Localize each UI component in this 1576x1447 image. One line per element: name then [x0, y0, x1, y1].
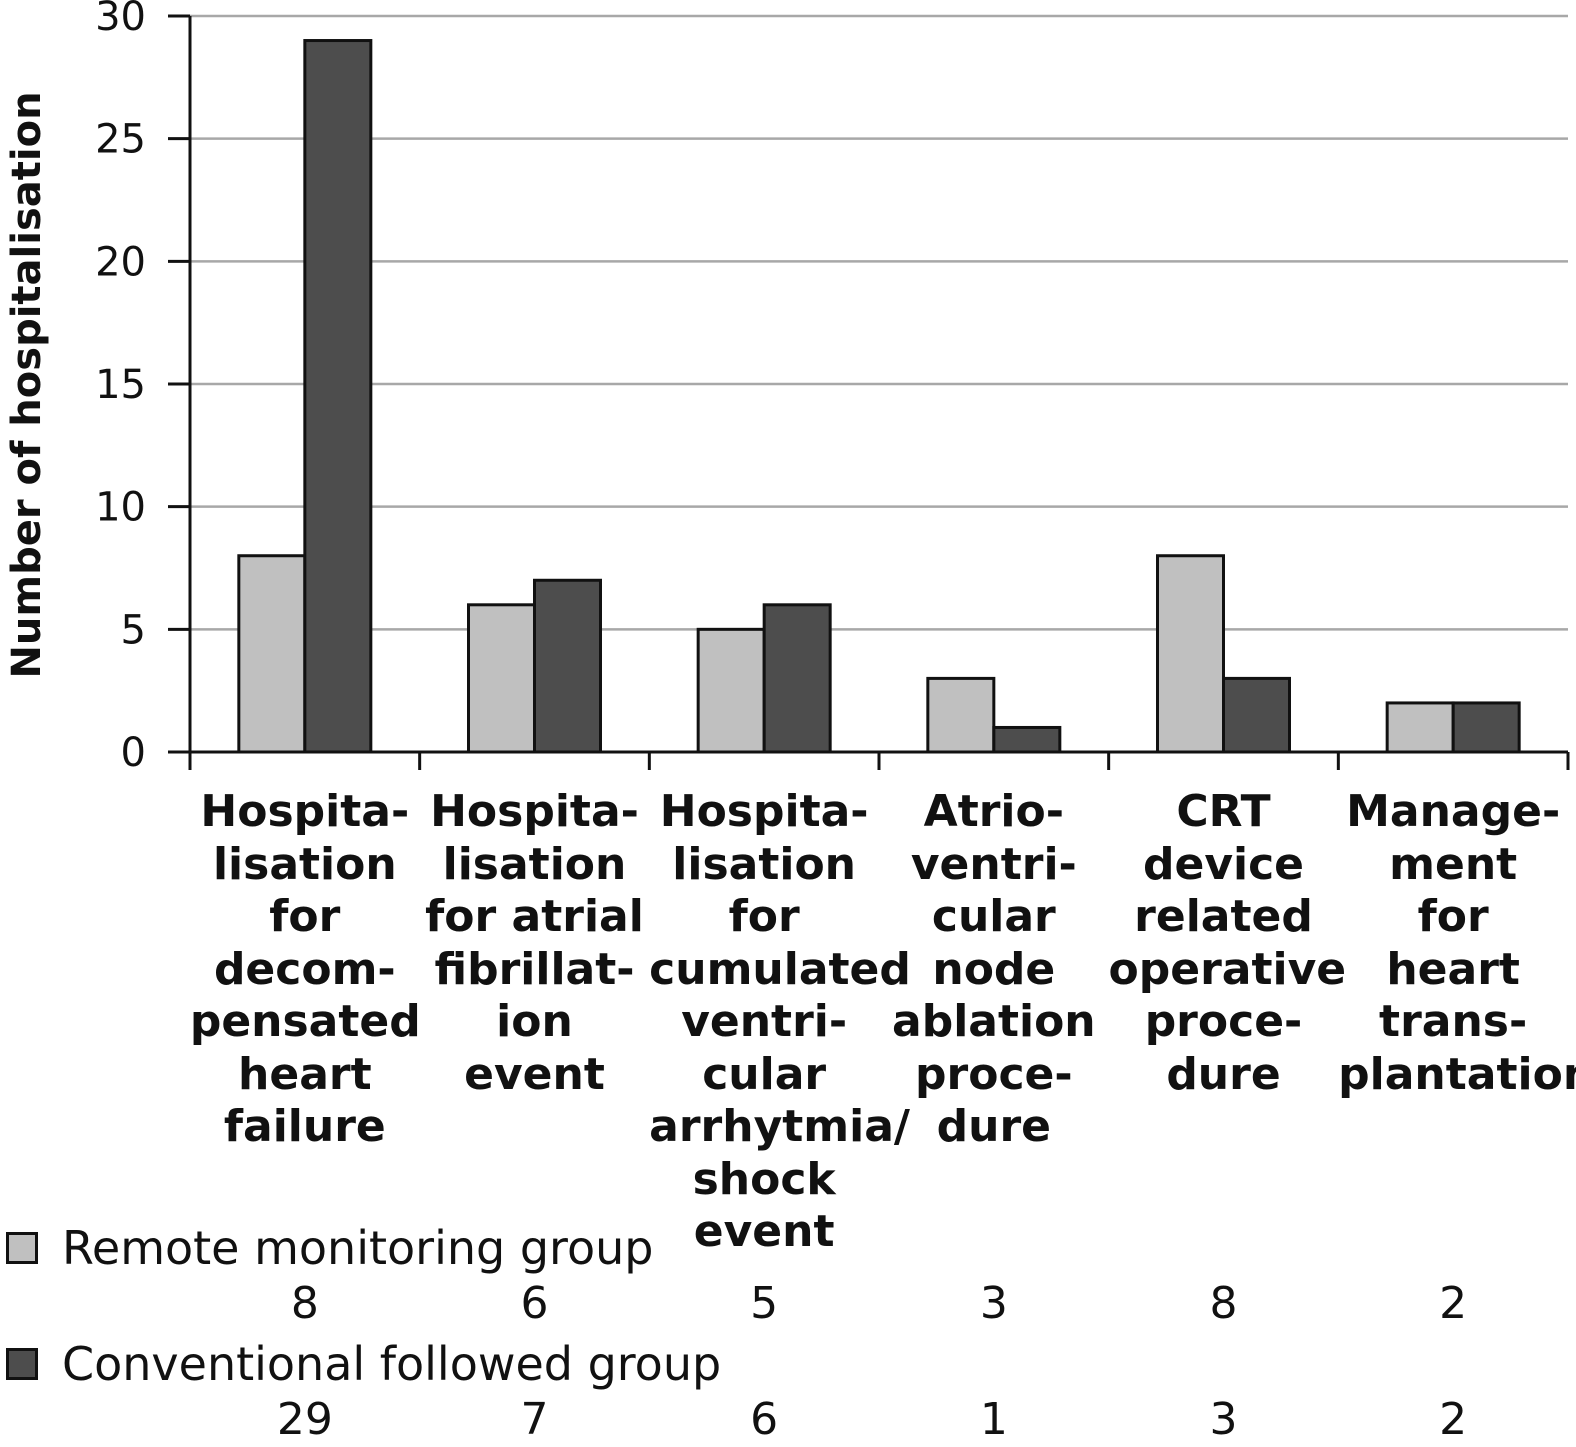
table-value-remote-0: 8: [290, 1278, 319, 1329]
y-tick-labels: 0 5 10 15 20 25 30: [95, 0, 146, 776]
table-value-remote-3: 3: [979, 1278, 1008, 1329]
bar-conventional-0: [303, 39, 373, 754]
bar-conventional-3: [992, 725, 1062, 754]
bar-remote-3: [926, 676, 996, 754]
table-value-conventional-0: 29: [276, 1394, 333, 1445]
y-tick-label-6: 30: [95, 0, 146, 40]
category-label-1: Hospita- lisation for atrial fibrillat- …: [425, 786, 644, 1100]
legend-swatch-remote: [6, 1232, 38, 1264]
legend-row-remote: Remote monitoring group: [0, 1218, 653, 1278]
bar-conventional-5: [1451, 701, 1521, 754]
bars: [237, 39, 1521, 754]
legend-label-conventional: Conventional followed group: [62, 1337, 722, 1391]
bar-remote-2: [696, 627, 766, 754]
category-label-0: Hospita- lisation for decom- pensated he…: [189, 786, 421, 1152]
table-value-remote-4: 8: [1209, 1278, 1238, 1329]
legend-swatch-conventional: [6, 1348, 38, 1380]
bar-conventional-1: [533, 578, 602, 754]
bar-remote-5: [1385, 701, 1455, 754]
y-tick-label-5: 25: [95, 117, 146, 163]
y-tick-label-1: 5: [121, 607, 146, 653]
y-axis-label: Number of hospitalisation: [4, 91, 50, 678]
bar-remote-1: [467, 603, 536, 754]
bar-conventional-2: [762, 603, 832, 754]
bar-remote-0: [237, 554, 307, 754]
table-value-conventional-3: 1: [979, 1394, 1008, 1445]
category-label-5: Manage- ment for heart trans- plantation: [1338, 786, 1576, 1100]
table-value-conventional-2: 6: [750, 1394, 779, 1445]
y-tick-label-2: 10: [95, 485, 146, 531]
category-label-4: CRT device related operative proce- dure: [1108, 786, 1347, 1100]
category-label-2: Hospita- lisation for cumulated ventri- …: [649, 786, 911, 1257]
table-value-remote-5: 2: [1439, 1278, 1468, 1329]
bar-remote-4: [1156, 554, 1225, 754]
y-tick-label-4: 20: [95, 239, 146, 285]
y-tick-label-3: 15: [95, 362, 146, 408]
y-tick-label-0: 0: [121, 730, 146, 776]
bar-conventional-4: [1222, 676, 1291, 754]
legend-row-conventional: Conventional followed group: [0, 1334, 721, 1394]
table-value-conventional-4: 3: [1209, 1394, 1238, 1445]
legend-label-remote: Remote monitoring group: [62, 1221, 654, 1275]
table-value-remote-1: 6: [520, 1278, 549, 1329]
table-value-conventional-5: 2: [1439, 1394, 1468, 1445]
gridlines: [190, 14, 1568, 631]
category-label-3: Atrio- ventri- cular node ablation proce…: [892, 786, 1096, 1152]
axes: [168, 14, 1570, 770]
table-value-conventional-1: 7: [520, 1394, 549, 1445]
table-value-remote-2: 5: [750, 1278, 779, 1329]
